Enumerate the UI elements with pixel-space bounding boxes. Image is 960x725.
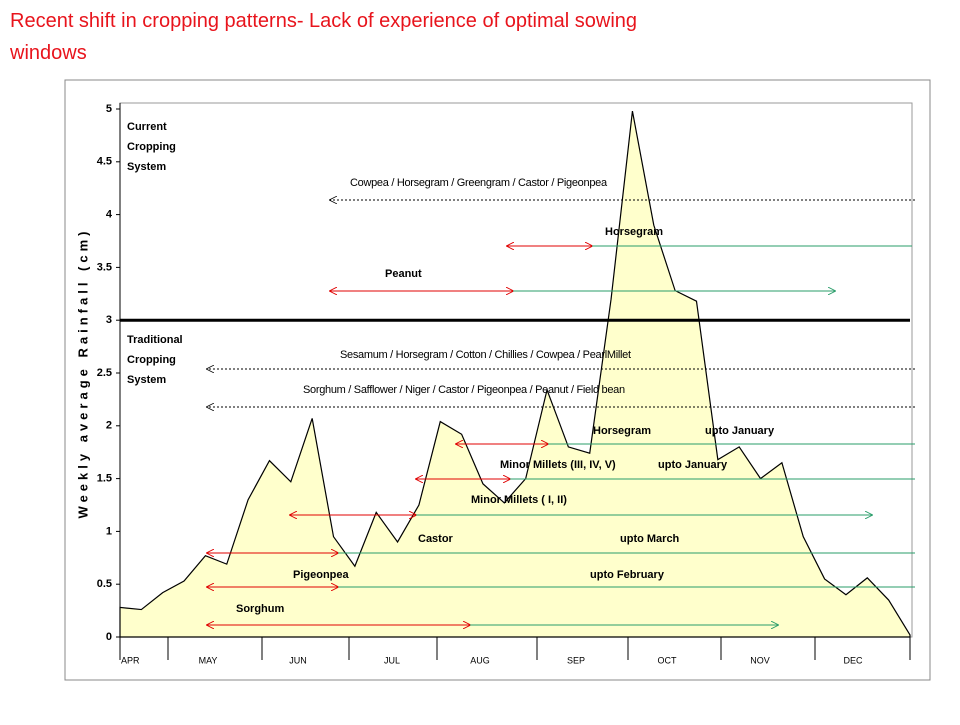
y-tick-label: 2 <box>106 420 112 432</box>
y-tick-label: 3.5 <box>97 261 112 273</box>
page-title: Recent shift in cropping patterns- Lack … <box>9 10 637 64</box>
crop-label: Peanut <box>385 268 422 280</box>
crop-label: Horsegram <box>593 425 651 437</box>
y-tick-label: 3 <box>106 314 112 326</box>
section-label: Traditional <box>127 334 183 346</box>
crop-label: Minor Millets (III, IV, V) <box>500 459 616 471</box>
y-tick-label: 5 <box>106 103 112 115</box>
title-line: Recent shift in cropping patterns- Lack … <box>10 10 637 32</box>
crop-until: upto March <box>620 533 680 545</box>
x-tick-label: SEP <box>567 655 585 665</box>
crop-label: Sorghum <box>236 603 284 615</box>
crop-label: Cowpea / Horsegram / Greengram / Castor … <box>350 177 608 189</box>
x-tick-label: NOV <box>750 655 770 665</box>
x-tick-label: APR <box>121 655 140 665</box>
x-tick-label: MAY <box>199 655 218 665</box>
y-tick-label: 0 <box>106 631 112 643</box>
crop-label: Sorghum / Safflower / Niger / Castor / P… <box>303 384 625 396</box>
title-line: windows <box>9 42 87 64</box>
y-tick-label: 4 <box>106 209 113 221</box>
section-label: System <box>127 161 166 173</box>
crop-until: upto January <box>705 425 775 437</box>
crop-until: upto February <box>590 569 665 581</box>
crop-until: upto January <box>658 459 728 471</box>
y-tick-label: 1.5 <box>97 473 112 485</box>
y-tick-label: 4.5 <box>97 156 112 168</box>
section-label: System <box>127 374 166 386</box>
x-tick-label: DEC <box>843 655 863 665</box>
y-axis-label: Weekly average Rainfall (cm) <box>75 228 90 519</box>
crop-label: Castor <box>418 533 454 545</box>
crop-label: Sesamum / Horsegram / Cotton / Chillies … <box>340 349 631 361</box>
section-label: Current <box>127 121 167 133</box>
crop-label: Pigeonpea <box>293 569 350 581</box>
crop-label: Minor Millets ( I, II) <box>471 494 567 506</box>
x-tick-label: OCT <box>658 655 678 665</box>
y-tick-label: 1 <box>106 525 112 537</box>
x-tick-label: AUG <box>470 655 490 665</box>
y-tick-label: 0.5 <box>97 578 112 590</box>
section-label: Cropping <box>127 141 176 153</box>
x-tick-label: JUL <box>384 655 400 665</box>
crop-label: Horsegram <box>605 226 663 238</box>
x-tick-label: JUN <box>289 655 307 665</box>
section-label: Cropping <box>127 354 176 366</box>
y-tick-label: 2.5 <box>97 367 112 379</box>
